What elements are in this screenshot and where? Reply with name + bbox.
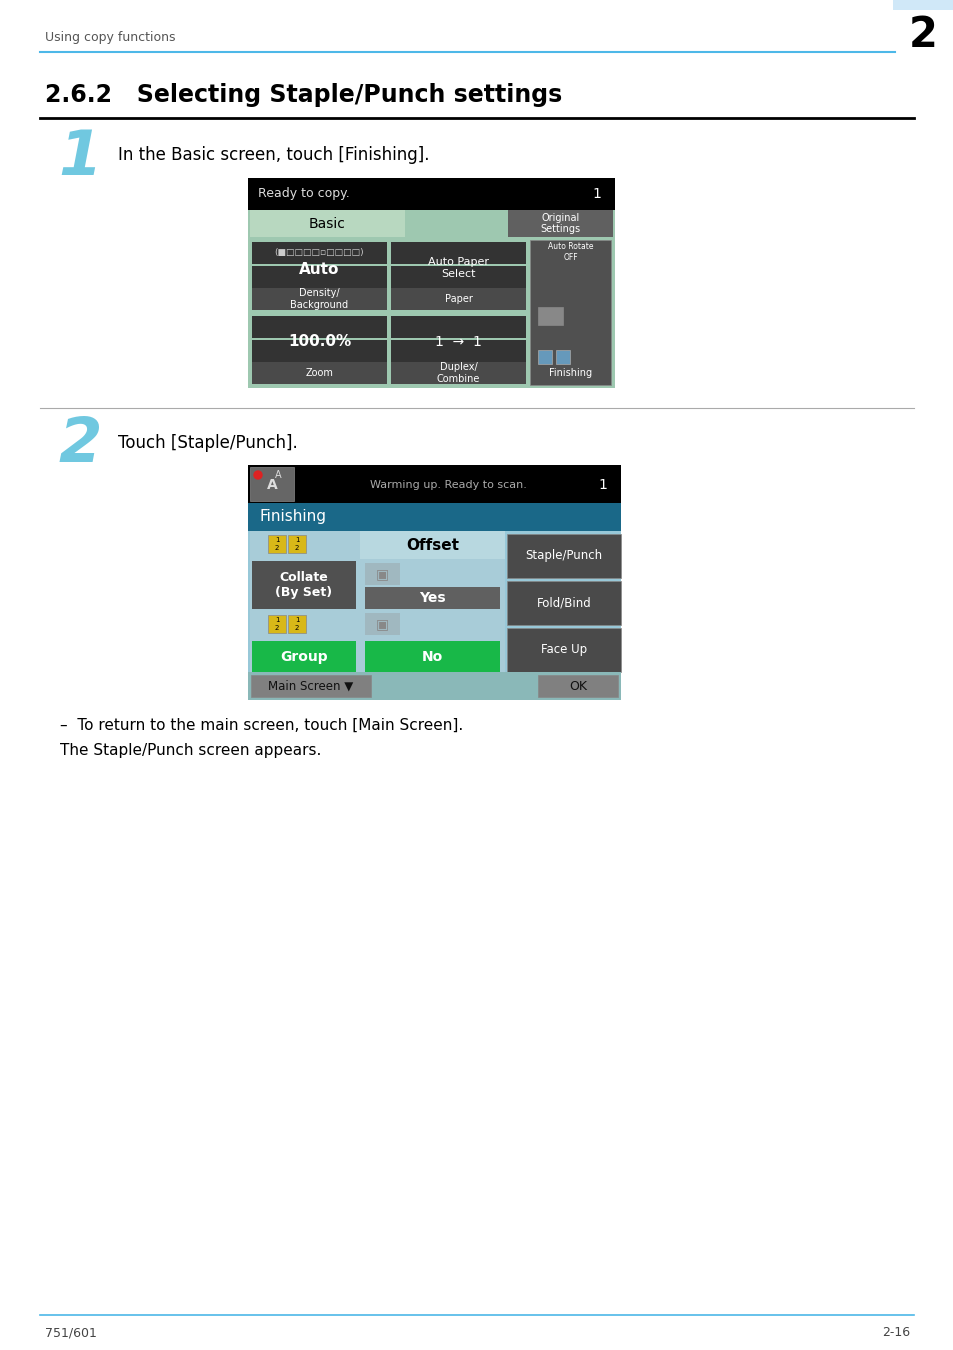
Bar xyxy=(248,504,620,531)
Bar xyxy=(391,338,525,340)
Bar xyxy=(530,240,610,385)
Bar xyxy=(359,531,504,559)
Bar xyxy=(248,672,620,701)
Bar xyxy=(250,211,405,238)
Bar xyxy=(248,178,615,211)
Bar xyxy=(365,641,499,674)
Bar xyxy=(252,286,387,310)
Bar xyxy=(391,316,525,362)
Bar xyxy=(252,338,387,340)
Text: Main Screen ▼: Main Screen ▼ xyxy=(268,679,354,693)
Text: 2: 2 xyxy=(58,414,102,475)
Text: ▣: ▣ xyxy=(375,567,388,580)
Bar xyxy=(288,535,306,554)
Circle shape xyxy=(253,471,262,479)
Bar xyxy=(506,628,620,672)
Bar xyxy=(268,616,286,633)
Bar xyxy=(252,641,355,674)
Text: –  To return to the main screen, touch [Main Screen].: – To return to the main screen, touch [M… xyxy=(60,717,463,733)
Text: 1: 1 xyxy=(592,188,600,201)
Bar xyxy=(537,306,562,325)
Text: Density/
Background: Density/ Background xyxy=(290,288,348,309)
Text: Ready to copy.: Ready to copy. xyxy=(257,188,350,201)
Bar xyxy=(251,675,371,697)
Bar xyxy=(248,531,620,672)
Bar xyxy=(252,562,355,609)
Text: 100.0%: 100.0% xyxy=(288,335,351,350)
Bar xyxy=(506,580,620,625)
Text: Fold/Bind: Fold/Bind xyxy=(536,597,591,609)
Text: 2.6.2   Selecting Staple/Punch settings: 2.6.2 Selecting Staple/Punch settings xyxy=(45,82,561,107)
Text: A: A xyxy=(266,478,277,491)
Text: 1
2: 1 2 xyxy=(294,537,299,551)
Text: Duplex/
Combine: Duplex/ Combine xyxy=(436,362,479,383)
Text: Warming up. Ready to scan.: Warming up. Ready to scan. xyxy=(369,481,526,490)
Text: 1: 1 xyxy=(58,128,102,188)
Text: No: No xyxy=(421,649,442,664)
Text: Original
Settings: Original Settings xyxy=(539,213,580,235)
Bar xyxy=(250,467,294,501)
Text: Staple/Punch: Staple/Punch xyxy=(525,549,602,563)
Text: Collate
(By Set): Collate (By Set) xyxy=(275,571,333,599)
Bar xyxy=(252,613,355,637)
Text: Auto Rotate
OFF: Auto Rotate OFF xyxy=(547,242,593,262)
Bar xyxy=(391,265,525,266)
Text: 1
2: 1 2 xyxy=(294,617,299,630)
Bar xyxy=(537,675,618,697)
Bar xyxy=(252,533,355,558)
Bar xyxy=(507,211,613,238)
Bar xyxy=(506,535,620,578)
Bar xyxy=(288,616,306,633)
Bar xyxy=(537,350,552,365)
Bar xyxy=(556,350,569,365)
Text: (■□□□□▫□□□□): (■□□□□▫□□□□) xyxy=(274,247,364,256)
Bar xyxy=(252,265,387,266)
Text: Paper: Paper xyxy=(444,294,472,304)
Bar xyxy=(250,531,504,672)
Text: Basic: Basic xyxy=(309,216,346,231)
Text: Auto: Auto xyxy=(299,262,339,277)
Bar xyxy=(252,242,387,288)
Bar xyxy=(365,563,399,585)
Text: 1: 1 xyxy=(598,478,607,491)
Bar xyxy=(391,242,525,288)
Bar xyxy=(252,316,387,362)
Bar xyxy=(365,613,399,634)
Bar xyxy=(268,535,286,554)
Bar xyxy=(391,286,525,310)
Text: The Staple/Punch screen appears.: The Staple/Punch screen appears. xyxy=(60,743,321,757)
Bar xyxy=(248,211,615,387)
Text: 1  →  1: 1 → 1 xyxy=(435,335,481,350)
Bar xyxy=(365,587,499,609)
Bar xyxy=(248,464,620,504)
Text: Touch [Staple/Punch].: Touch [Staple/Punch]. xyxy=(118,433,297,452)
Text: 1
2: 1 2 xyxy=(274,617,279,630)
Text: Offset: Offset xyxy=(406,537,458,552)
Text: Finishing: Finishing xyxy=(548,369,592,378)
Bar xyxy=(892,0,953,9)
Text: Yes: Yes xyxy=(418,591,445,605)
Text: Auto Paper
Select: Auto Paper Select xyxy=(428,258,489,279)
Text: Face Up: Face Up xyxy=(540,644,586,656)
Text: Using copy functions: Using copy functions xyxy=(45,31,175,43)
Bar xyxy=(391,360,525,383)
Bar xyxy=(252,360,387,383)
Text: 2: 2 xyxy=(907,14,937,55)
Text: ▣: ▣ xyxy=(375,617,388,630)
Text: Zoom: Zoom xyxy=(305,369,334,378)
Text: OK: OK xyxy=(568,679,586,693)
Text: 1
2: 1 2 xyxy=(274,537,279,551)
Text: 2-16: 2-16 xyxy=(881,1327,909,1339)
Text: In the Basic screen, touch [Finishing].: In the Basic screen, touch [Finishing]. xyxy=(118,146,429,163)
Text: 751/601: 751/601 xyxy=(45,1327,97,1339)
Text: Finishing: Finishing xyxy=(260,509,327,525)
Text: A: A xyxy=(274,470,281,481)
Text: Group: Group xyxy=(280,649,328,664)
